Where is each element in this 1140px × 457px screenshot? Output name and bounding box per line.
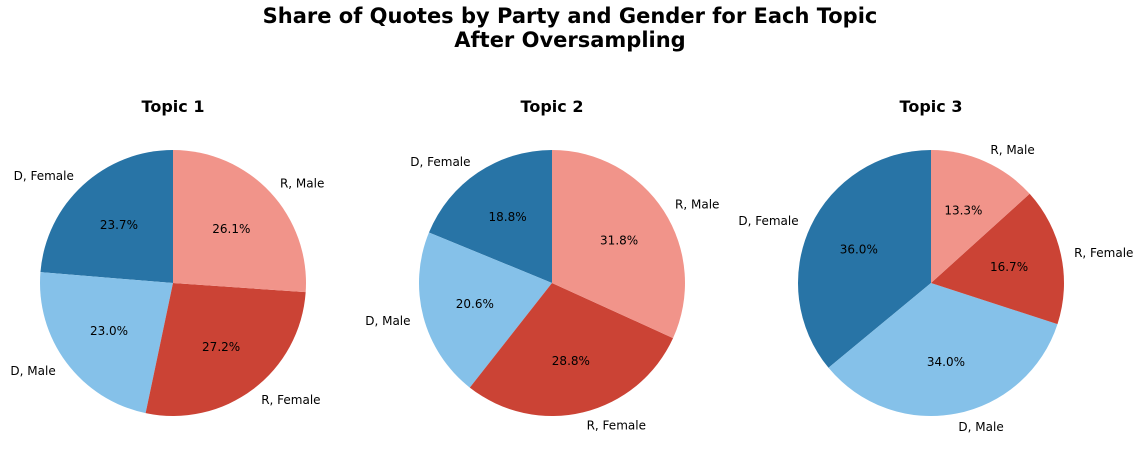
pie-percentage-label: 23.0% — [90, 324, 128, 338]
pie-percentage-label: 18.8% — [488, 210, 526, 224]
pie-category-label: D, Male — [958, 420, 1003, 434]
pie-category-label: D, Female — [410, 155, 470, 169]
pie-percentage-label: 28.8% — [552, 354, 590, 368]
figure-title-line-1: Share of Quotes by Party and Gender for … — [262, 4, 878, 28]
pie-slice-d-male — [828, 283, 1058, 417]
pie-percentage-label: 31.8% — [600, 233, 638, 247]
pie-slice-d-female — [428, 150, 552, 283]
pie-chart-1: Topic 1 23.7% D, Female 23.0% D, Male 27.2% R,… — [10, 97, 324, 416]
pie-chart-3: Topic 3 36.0% D, Female 34.0% D, Male 16.7% R,… — [738, 97, 1133, 434]
pie-slice-r-male — [552, 150, 685, 339]
pie-slice-d-female — [797, 150, 931, 368]
pie-slice-d-male — [39, 272, 173, 414]
pie-category-label: D, Female — [14, 169, 74, 183]
pie-percentage-label: 20.6% — [456, 297, 494, 311]
pie-percentage-label: 23.7% — [100, 218, 138, 232]
pie-percentage-label: 13.3% — [944, 204, 982, 218]
pie-title: Topic 3 — [900, 97, 963, 116]
pie-slice-r-female — [469, 283, 674, 417]
pie-percentage-label: 36.0% — [840, 243, 878, 257]
pie-slice-r-male — [931, 150, 1030, 283]
pie-category-label: D, Female — [738, 214, 798, 228]
figure-title: Share of Quotes by Party and Gender for … — [0, 4, 1140, 52]
pie-percentage-label: 34.0% — [927, 355, 965, 369]
pie-slice-d-female — [40, 150, 173, 283]
pie-percentage-label: 26.1% — [212, 222, 250, 236]
pie-category-label: R, Male — [990, 143, 1034, 157]
pie-slice-r-male — [173, 150, 306, 293]
pie-title: Topic 1 — [142, 97, 205, 116]
pie-percentage-label: 27.2% — [202, 340, 240, 354]
pie-category-label: R, Female — [587, 419, 646, 433]
pie-category-label: R, Female — [261, 393, 320, 407]
pie-slice-d-male — [418, 232, 552, 388]
pie-category-label: R, Female — [1074, 246, 1133, 260]
pie-category-label: R, Male — [280, 177, 324, 191]
pie-category-label: D, Male — [10, 364, 55, 378]
pie-chart-2: Topic 2 18.8% D, Female 20.6% D, Male 28.8% R,… — [365, 97, 719, 433]
pie-percentage-label: 16.7% — [990, 260, 1028, 274]
figure-title-line-2: After Oversampling — [454, 28, 686, 52]
pie-slice-r-female — [931, 193, 1064, 325]
pie-category-label: R, Male — [675, 197, 719, 211]
pie-category-label: D, Male — [365, 314, 410, 328]
pie-title: Topic 2 — [521, 97, 584, 116]
pie-slice-r-female — [145, 283, 306, 416]
